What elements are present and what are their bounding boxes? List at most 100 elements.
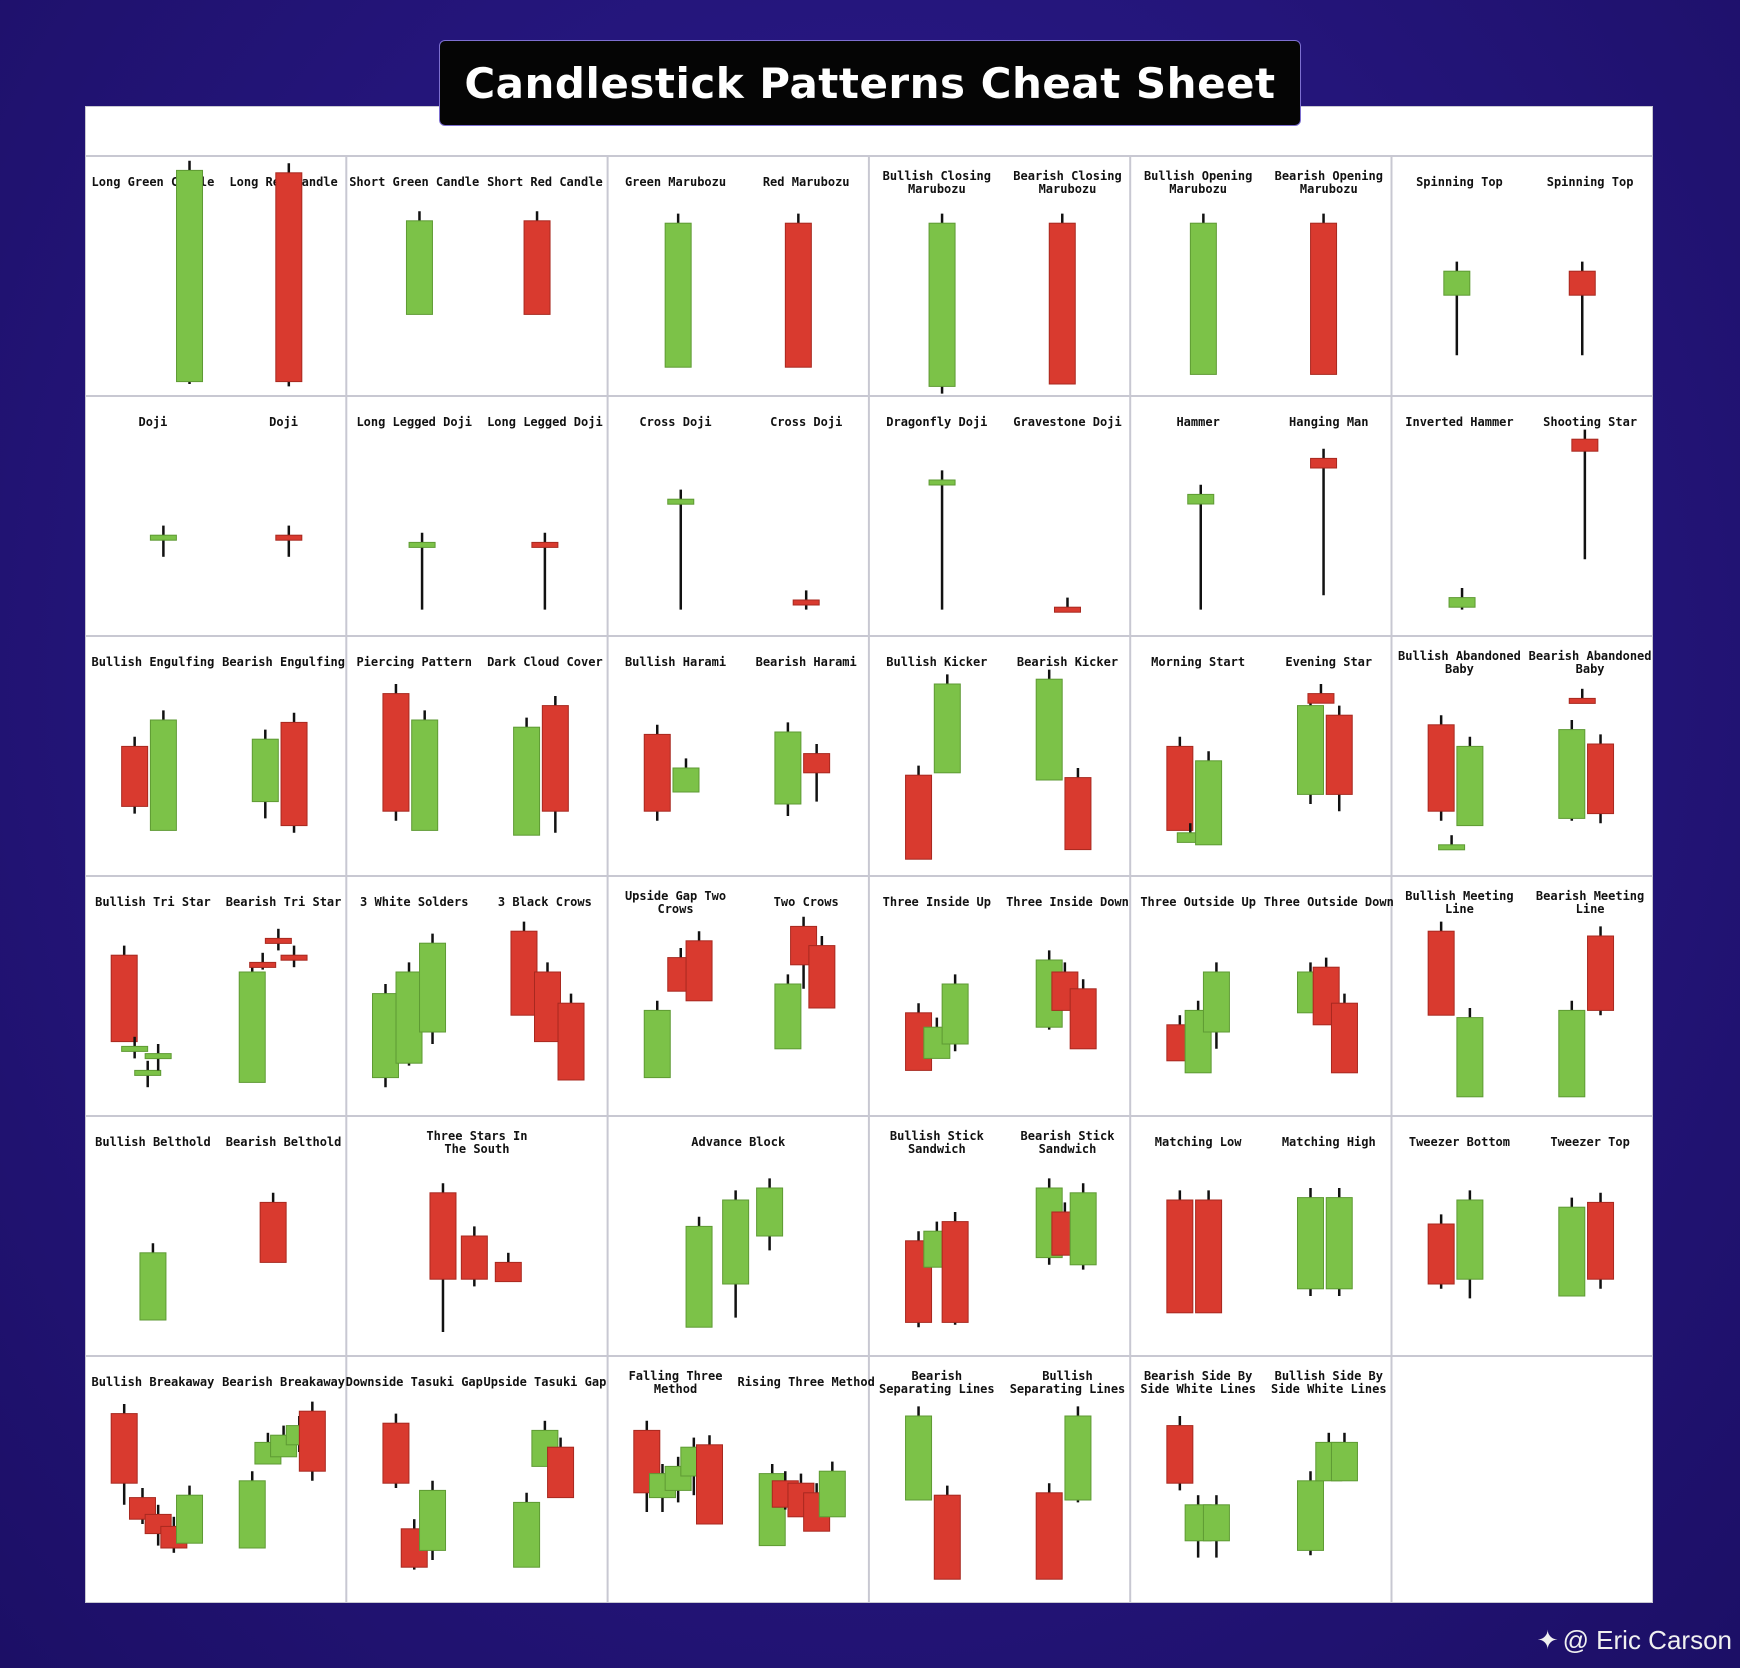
pattern-label-line: The South (444, 1142, 509, 1156)
bullish-candle (371, 993, 399, 1079)
pattern-label-line: Spinning Top (1547, 175, 1634, 189)
pattern-label: Bullish Belthold (95, 1135, 211, 1149)
bullish-candle (643, 1009, 671, 1079)
pattern-label-line: Bearish Stick (1021, 1129, 1116, 1143)
pattern-label-line: Baby (1445, 662, 1474, 676)
bearish-candle (547, 1446, 575, 1499)
pattern-label: Three Stars In The South (426, 1129, 527, 1156)
pattern-label-line: Bearish Abandoned (1529, 649, 1652, 663)
bearish-candle (259, 1201, 287, 1263)
watermark: ✦ @ Eric Carson (1537, 1625, 1732, 1656)
bullish-candle (1202, 971, 1230, 1033)
pattern-label-line: Bearish Engulfing (222, 655, 345, 669)
bearish-candle (1307, 693, 1335, 704)
pattern-cell: Falling Three Method Rising Three Method (629, 1369, 875, 1547)
pattern-label-line: Three Outside Up (1140, 895, 1256, 909)
pattern-label-line: Short Red Candle (487, 175, 603, 189)
pattern-cell: Inverted Hammer Shooting Star (1405, 415, 1637, 610)
pattern-label-line: Gravestone Doji (1013, 415, 1121, 429)
bullish-candle (1325, 1197, 1353, 1290)
bearish-candle (784, 222, 812, 368)
pattern-cell: Bullish Belthold Bearish Belthold (95, 1135, 342, 1321)
pattern-cell: Downside Tasuki Gap Upside Tasuki Gap (346, 1375, 606, 1570)
pattern-label-line: Bearish Side By (1144, 1369, 1252, 1383)
pattern-label-line: Bearish Belthold (226, 1135, 342, 1149)
bearish-candle (1587, 1201, 1615, 1280)
pattern-cell: Bullish Harami Bearish Harami (625, 655, 857, 821)
bearish-candle (510, 930, 538, 1016)
bullish-candle (149, 719, 177, 831)
pattern-cell: Doji Doji (138, 415, 303, 557)
pattern-label: Evening Star (1285, 655, 1372, 669)
pattern-label-line: Separating Lines (879, 1382, 995, 1396)
pattern-label-line: Piercing Pattern (356, 655, 472, 669)
pattern-cell: Spinning Top Spinning Top (1416, 175, 1634, 356)
pattern-label-line: Long Legged Doji (487, 415, 603, 429)
pattern-label-line: Method (654, 1382, 697, 1396)
pattern-label-line: Bullish Belthold (95, 1135, 211, 1149)
pattern-label-line: Dark Cloud Cover (487, 655, 603, 669)
bearish-candle (1166, 1425, 1194, 1484)
pattern-cell: Short Green Candle Short Red Candle (349, 175, 603, 315)
pattern-label-line: Rising Three Method (738, 1375, 875, 1389)
bearish-candle (1064, 777, 1092, 851)
bearish-candle (1166, 1199, 1194, 1314)
bullish-candle (685, 1225, 713, 1328)
pattern-label: Three Outside Up (1140, 895, 1256, 909)
bullish-candle (1456, 1017, 1484, 1098)
pattern-label-line: Cross Doji (770, 415, 842, 429)
bullish-candle (1456, 1199, 1484, 1280)
bearish-candle (494, 1261, 522, 1283)
pattern-label-line: Bearish Kicker (1017, 655, 1118, 669)
pattern-label-line: Short Green Candle (349, 175, 479, 189)
pattern-label-line: Line (1445, 902, 1474, 916)
pattern-cell: Dragonfly Doji Gravestone Doji (886, 415, 1122, 613)
pattern-label-line: Shooting Star (1543, 415, 1637, 429)
bullish-candle (149, 534, 177, 541)
pattern-label-line: Three Outside Down (1264, 895, 1394, 909)
pattern-label: Bullish Closing Marubozu (883, 169, 991, 196)
pattern-cell: Upside Gap Two Crows Two Crows (625, 889, 839, 1079)
bearish-candle (1048, 222, 1076, 385)
pattern-label-line: Tweezer Bottom (1409, 1135, 1510, 1149)
bullish-candle (513, 1501, 541, 1568)
pattern-cell: Matching Low Matching High (1155, 1135, 1376, 1314)
pattern-label: Bearish Belthold (226, 1135, 342, 1149)
pattern-label: Spinning Top (1547, 175, 1634, 189)
bearish-candle (382, 693, 410, 812)
pattern-cell: Piercing Pattern Dark Cloud Cover (356, 655, 603, 836)
bearish-candle (941, 1221, 969, 1323)
bearish-candle (275, 534, 303, 541)
pattern-cell: Advance Block (685, 1135, 786, 1328)
bearish-candle (1571, 438, 1599, 452)
pattern-label-line: 3 White Solders (360, 895, 468, 909)
pattern-label: Bullish Harami (625, 655, 726, 669)
bullish-candle (1189, 222, 1217, 375)
pattern-label: Short Green Candle (349, 175, 479, 189)
bullish-candle (941, 983, 969, 1045)
pattern-label-line: Falling Three (629, 1369, 723, 1383)
pattern-label-line: Bearish Tri Star (226, 895, 342, 909)
bullish-candle (722, 1199, 750, 1285)
bullish-candle (1296, 1197, 1324, 1290)
pattern-label: Gravestone Doji (1013, 415, 1121, 429)
pattern-cell: Bullish Kicker Bearish Kicker (886, 655, 1118, 860)
pattern-label: Bullish Meeting Line (1405, 889, 1513, 916)
bearish-candle (1568, 697, 1596, 704)
pattern-label-line: 3 Black Crows (498, 895, 592, 909)
pattern-label: Tweezer Bottom (1409, 1135, 1510, 1149)
bullish-candle (667, 498, 695, 505)
bullish-candle (1438, 844, 1466, 851)
pattern-label: Bullish Breakaway (92, 1375, 215, 1389)
bullish-candle (1456, 745, 1484, 827)
pattern-label-line: Separating Lines (1010, 1382, 1126, 1396)
pattern-label: Short Red Candle (487, 175, 603, 189)
pattern-label: Bullish Separating Lines (1010, 1369, 1126, 1396)
bullish-candle (933, 683, 961, 774)
